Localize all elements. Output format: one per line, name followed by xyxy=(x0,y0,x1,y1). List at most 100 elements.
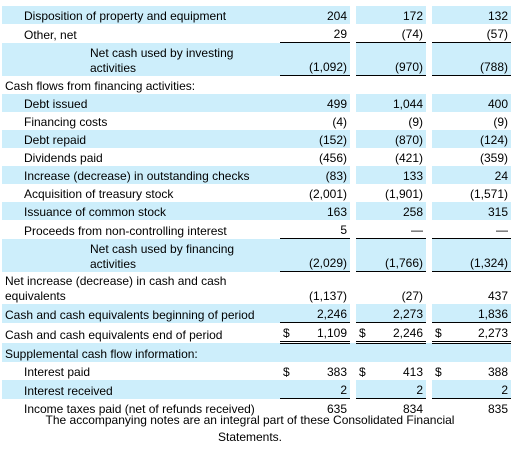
cash-flow-table: Disposition of property and equipment 20… xyxy=(2,6,511,417)
row-label: Net increase (decrease) in cash and cash… xyxy=(5,274,227,303)
value-cell: (2,029) xyxy=(294,238,350,272)
table-row: Disposition of property and equipment 20… xyxy=(2,6,511,24)
section-heading-row: Supplemental cash flow information: xyxy=(2,342,511,362)
footnote: The accompanying notes are an integral p… xyxy=(45,413,455,444)
row-label: Dividends paid xyxy=(24,151,103,165)
value-cell: (421) xyxy=(394,151,423,165)
value-cell: 2 xyxy=(370,380,426,399)
value-cell: 1,109 xyxy=(294,322,350,344)
value-cell: (9) xyxy=(408,115,423,129)
value-cell: (2,001) xyxy=(308,187,347,201)
row-label: Financing costs xyxy=(24,115,108,129)
value-cell: (83) xyxy=(294,166,350,184)
table-row: Income taxes paid (net of refunds receiv… xyxy=(2,399,511,418)
value-cell: (870) xyxy=(370,130,426,148)
value-cell: 635 xyxy=(326,402,347,416)
value-cell: (124) xyxy=(446,130,511,148)
row-label: Proceeds from non-controlling interest xyxy=(24,223,227,238)
value-cell: (152) xyxy=(294,130,350,148)
value-cell: 2,273 xyxy=(446,322,511,344)
row-label: Debt issued xyxy=(2,94,280,112)
value-cell: (57) xyxy=(446,24,511,43)
table-row: Debt repaid (152) (870) (124) xyxy=(2,130,511,148)
row-label: Net cash used by financing activities xyxy=(2,238,280,272)
value-cell: 2,246 xyxy=(294,304,350,323)
value-cell: (4) xyxy=(332,115,347,129)
value-cell: (359) xyxy=(479,151,508,165)
value-cell: — xyxy=(370,220,426,239)
table-row: Net increase (decrease) in cash and cash… xyxy=(2,272,511,305)
value-cell: 835 xyxy=(487,402,508,416)
table-row: Other, net 29 (74) (57) xyxy=(2,24,511,43)
row-label: Income taxes paid (net of refunds receiv… xyxy=(24,402,255,416)
value-cell: (1,766) xyxy=(370,238,426,272)
value-cell: 499 xyxy=(294,94,350,112)
value-cell: 383 xyxy=(326,365,347,379)
value-cell: (456) xyxy=(318,151,347,165)
table-row: Proceeds from non-controlling interest 5… xyxy=(2,220,511,239)
currency-symbol: $ xyxy=(280,322,294,344)
currency-symbol: $ xyxy=(359,365,366,379)
value-cell: (788) xyxy=(446,42,511,76)
value-cell: 204 xyxy=(294,6,350,24)
value-cell: (970) xyxy=(370,42,426,76)
value-cell: — xyxy=(446,220,511,239)
table-row: Financing costs (4) (9) (9) xyxy=(2,112,511,130)
row-label: Increase (decrease) in outstanding check… xyxy=(2,166,280,184)
value-cell: (1,137) xyxy=(308,289,347,303)
value-cell: 388 xyxy=(487,365,508,379)
row-label: Disposition of property and equipment xyxy=(2,6,280,24)
value-cell: (1,901) xyxy=(384,187,423,201)
value-cell: 400 xyxy=(446,94,511,112)
value-cell: 258 xyxy=(370,202,426,220)
row-label: Interest paid xyxy=(24,365,91,379)
table-row: Interest received 2 2 2 xyxy=(2,380,511,399)
value-cell: 132 xyxy=(446,6,511,24)
row-label: Other, net xyxy=(24,27,77,42)
value-cell: (9) xyxy=(493,115,508,129)
currency-symbol: $ xyxy=(432,322,446,344)
value-cell: 5 xyxy=(294,220,350,239)
table-row: Interest paid $383 $413 $388 xyxy=(2,362,511,380)
row-label: Interest received xyxy=(2,380,280,399)
value-cell: 2 xyxy=(446,380,511,399)
table-row: Acquisition of treasury stock (2,001) (1… xyxy=(2,184,511,202)
value-cell: 172 xyxy=(370,6,426,24)
table-row: Debt issued 499 1,044 400 xyxy=(2,94,511,112)
currency-symbol: $ xyxy=(283,365,290,379)
table-row: Net cash used by financing activities (2… xyxy=(2,238,511,272)
currency-symbol: $ xyxy=(356,322,370,344)
row-label: Debt repaid xyxy=(2,130,280,148)
value-cell: 413 xyxy=(402,365,423,379)
table-row: Cash and cash equivalents beginning of p… xyxy=(2,304,511,323)
value-cell: 1,044 xyxy=(370,94,426,112)
row-label: Cash and cash equivalents end of period xyxy=(5,327,223,342)
value-cell: 2,273 xyxy=(370,304,426,323)
value-cell: 1,836 xyxy=(446,304,511,323)
table-row: Cash and cash equivalents end of period … xyxy=(2,322,511,344)
currency-symbol: $ xyxy=(435,365,442,379)
value-cell: (1,571) xyxy=(469,187,508,201)
section-heading: Cash flows from financing activities: xyxy=(5,79,196,93)
table-row: Issuance of common stock 163 258 315 xyxy=(2,202,511,220)
table-row: Increase (decrease) in outstanding check… xyxy=(2,166,511,184)
table-row: Dividends paid (456) (421) (359) xyxy=(2,148,511,166)
row-label: Net cash used by investing activities xyxy=(2,42,280,76)
value-cell: 24 xyxy=(446,166,511,184)
value-cell: 2 xyxy=(294,380,350,399)
value-cell: 437 xyxy=(487,289,508,303)
value-cell: 29 xyxy=(294,24,350,43)
value-cell: 315 xyxy=(446,202,511,220)
value-cell: 133 xyxy=(370,166,426,184)
row-label: Acquisition of treasury stock xyxy=(24,187,174,201)
value-cell: (1,324) xyxy=(446,238,511,272)
value-cell: (27) xyxy=(401,289,423,303)
section-heading-row: Cash flows from financing activities: xyxy=(2,76,511,95)
section-heading: Supplemental cash flow information: xyxy=(2,342,511,362)
value-cell: (74) xyxy=(370,24,426,43)
row-label: Issuance of common stock xyxy=(2,202,280,220)
table-row: Net cash used by investing activities (1… xyxy=(2,42,511,76)
value-cell: 163 xyxy=(294,202,350,220)
value-cell: (1,092) xyxy=(294,42,350,76)
row-label: Cash and cash equivalents beginning of p… xyxy=(2,304,280,323)
